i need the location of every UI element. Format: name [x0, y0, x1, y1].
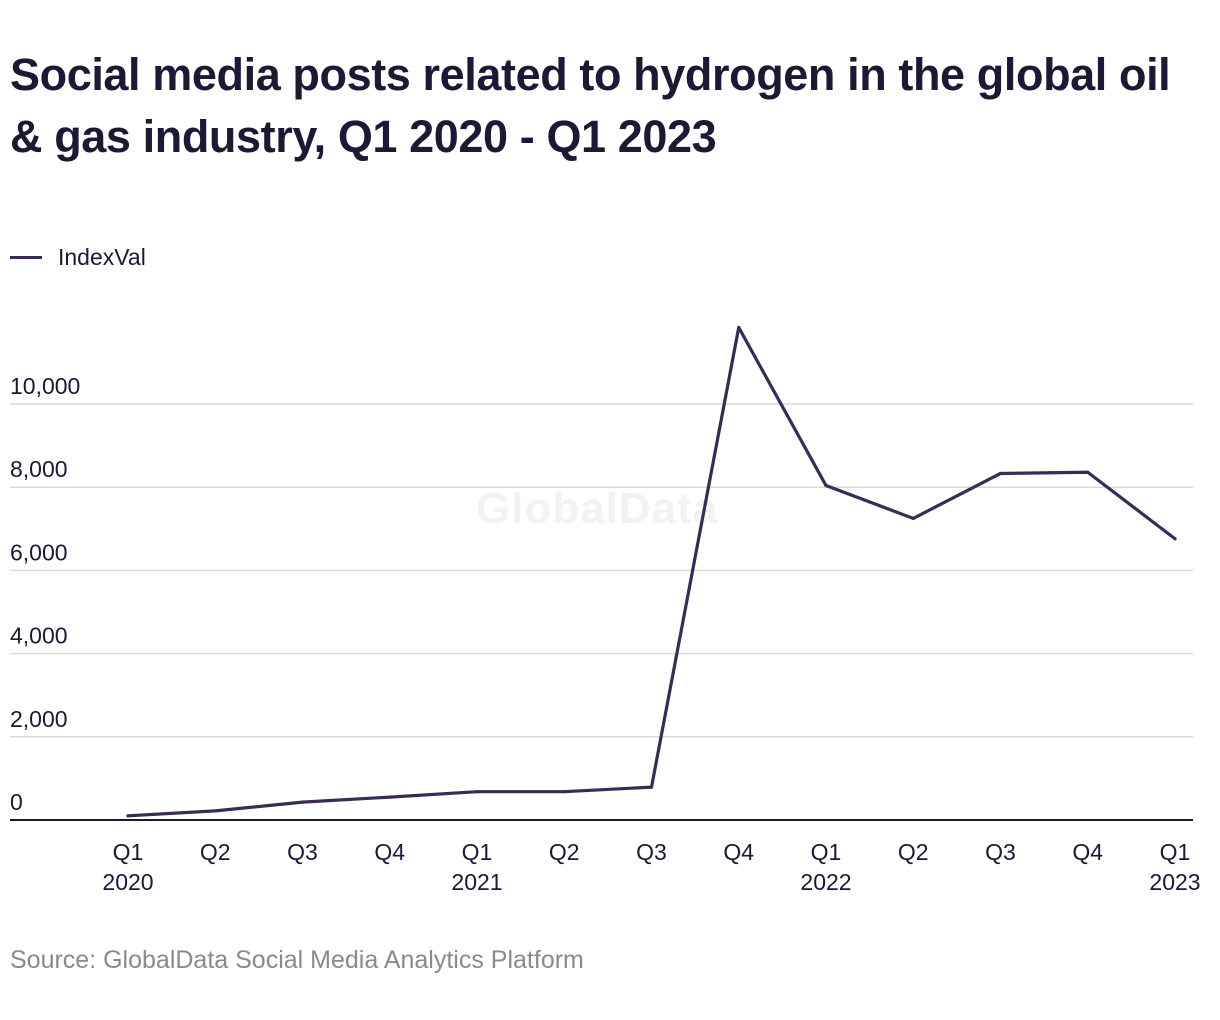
- x-tick-year-label: 2022: [800, 869, 851, 895]
- data-point: [213, 809, 217, 813]
- data-point: [388, 795, 392, 799]
- x-tick-label: Q2: [200, 839, 231, 865]
- y-axis-ticks: 0 2,000 4,000 6,000 8,000 10,000: [10, 373, 80, 815]
- series-line: [126, 325, 1177, 818]
- y-tick-label: 4,000: [10, 623, 68, 649]
- data-point: [1173, 537, 1177, 541]
- legend-label: IndexVal: [58, 243, 146, 270]
- grid-lines: [10, 403, 1193, 738]
- data-point: [300, 800, 305, 804]
- source-note: Source: GlobalData Social Media Analytic…: [10, 946, 584, 974]
- data-point: [649, 785, 654, 789]
- x-tick-label: Q1: [462, 839, 493, 865]
- data-point: [911, 516, 915, 521]
- series: [126, 325, 1177, 818]
- x-tick-label: Q4: [1072, 839, 1103, 865]
- data-point: [1086, 470, 1090, 474]
- data-point: [737, 325, 741, 330]
- chart-title: Social media posts related to hydrogen i…: [10, 49, 1171, 162]
- x-tick-year-label: 2023: [1149, 869, 1200, 895]
- data-point: [824, 483, 828, 488]
- x-tick-label: Q3: [287, 839, 318, 865]
- data-point: [562, 790, 566, 794]
- y-tick-label: 6,000: [10, 539, 68, 565]
- watermark: GlobalData: [476, 484, 719, 533]
- x-tick-label: Q2: [549, 839, 580, 865]
- x-tick-label: Q4: [723, 839, 754, 865]
- y-tick-label: 10,000: [10, 373, 80, 399]
- y-tick-label: 2,000: [10, 706, 68, 732]
- legend: IndexVal: [10, 243, 146, 271]
- data-point: [998, 471, 1003, 476]
- y-tick-label: 0: [10, 789, 23, 815]
- line-chart: 0 2,000 4,000 6,000 8,000 10,000 Q1 2020 Q2 Q3 Q4…: [10, 325, 1201, 895]
- y-tick-label: 8,000: [10, 456, 68, 482]
- x-tick-label: Q3: [636, 839, 667, 865]
- x-tick-year-label: 2020: [102, 869, 153, 895]
- x-tick-label: Q3: [985, 839, 1016, 865]
- legend-swatch: [10, 255, 42, 259]
- x-tick-label: Q1: [1160, 839, 1191, 865]
- data-point: [126, 814, 130, 818]
- x-tick-label: Q4: [374, 839, 405, 865]
- x-axis-ticks: Q1 2020 Q2 Q3 Q4 Q1 2021 Q2 Q3 Q4 Q1 2022 Q2 Q3 Q4 Q1 20…: [102, 839, 1200, 895]
- x-tick-year-label: 2021: [451, 869, 502, 895]
- x-tick-label: Q1: [811, 839, 842, 865]
- x-tick-label: Q2: [898, 839, 929, 865]
- data-point: [475, 790, 479, 794]
- x-tick-label: Q1: [113, 839, 144, 865]
